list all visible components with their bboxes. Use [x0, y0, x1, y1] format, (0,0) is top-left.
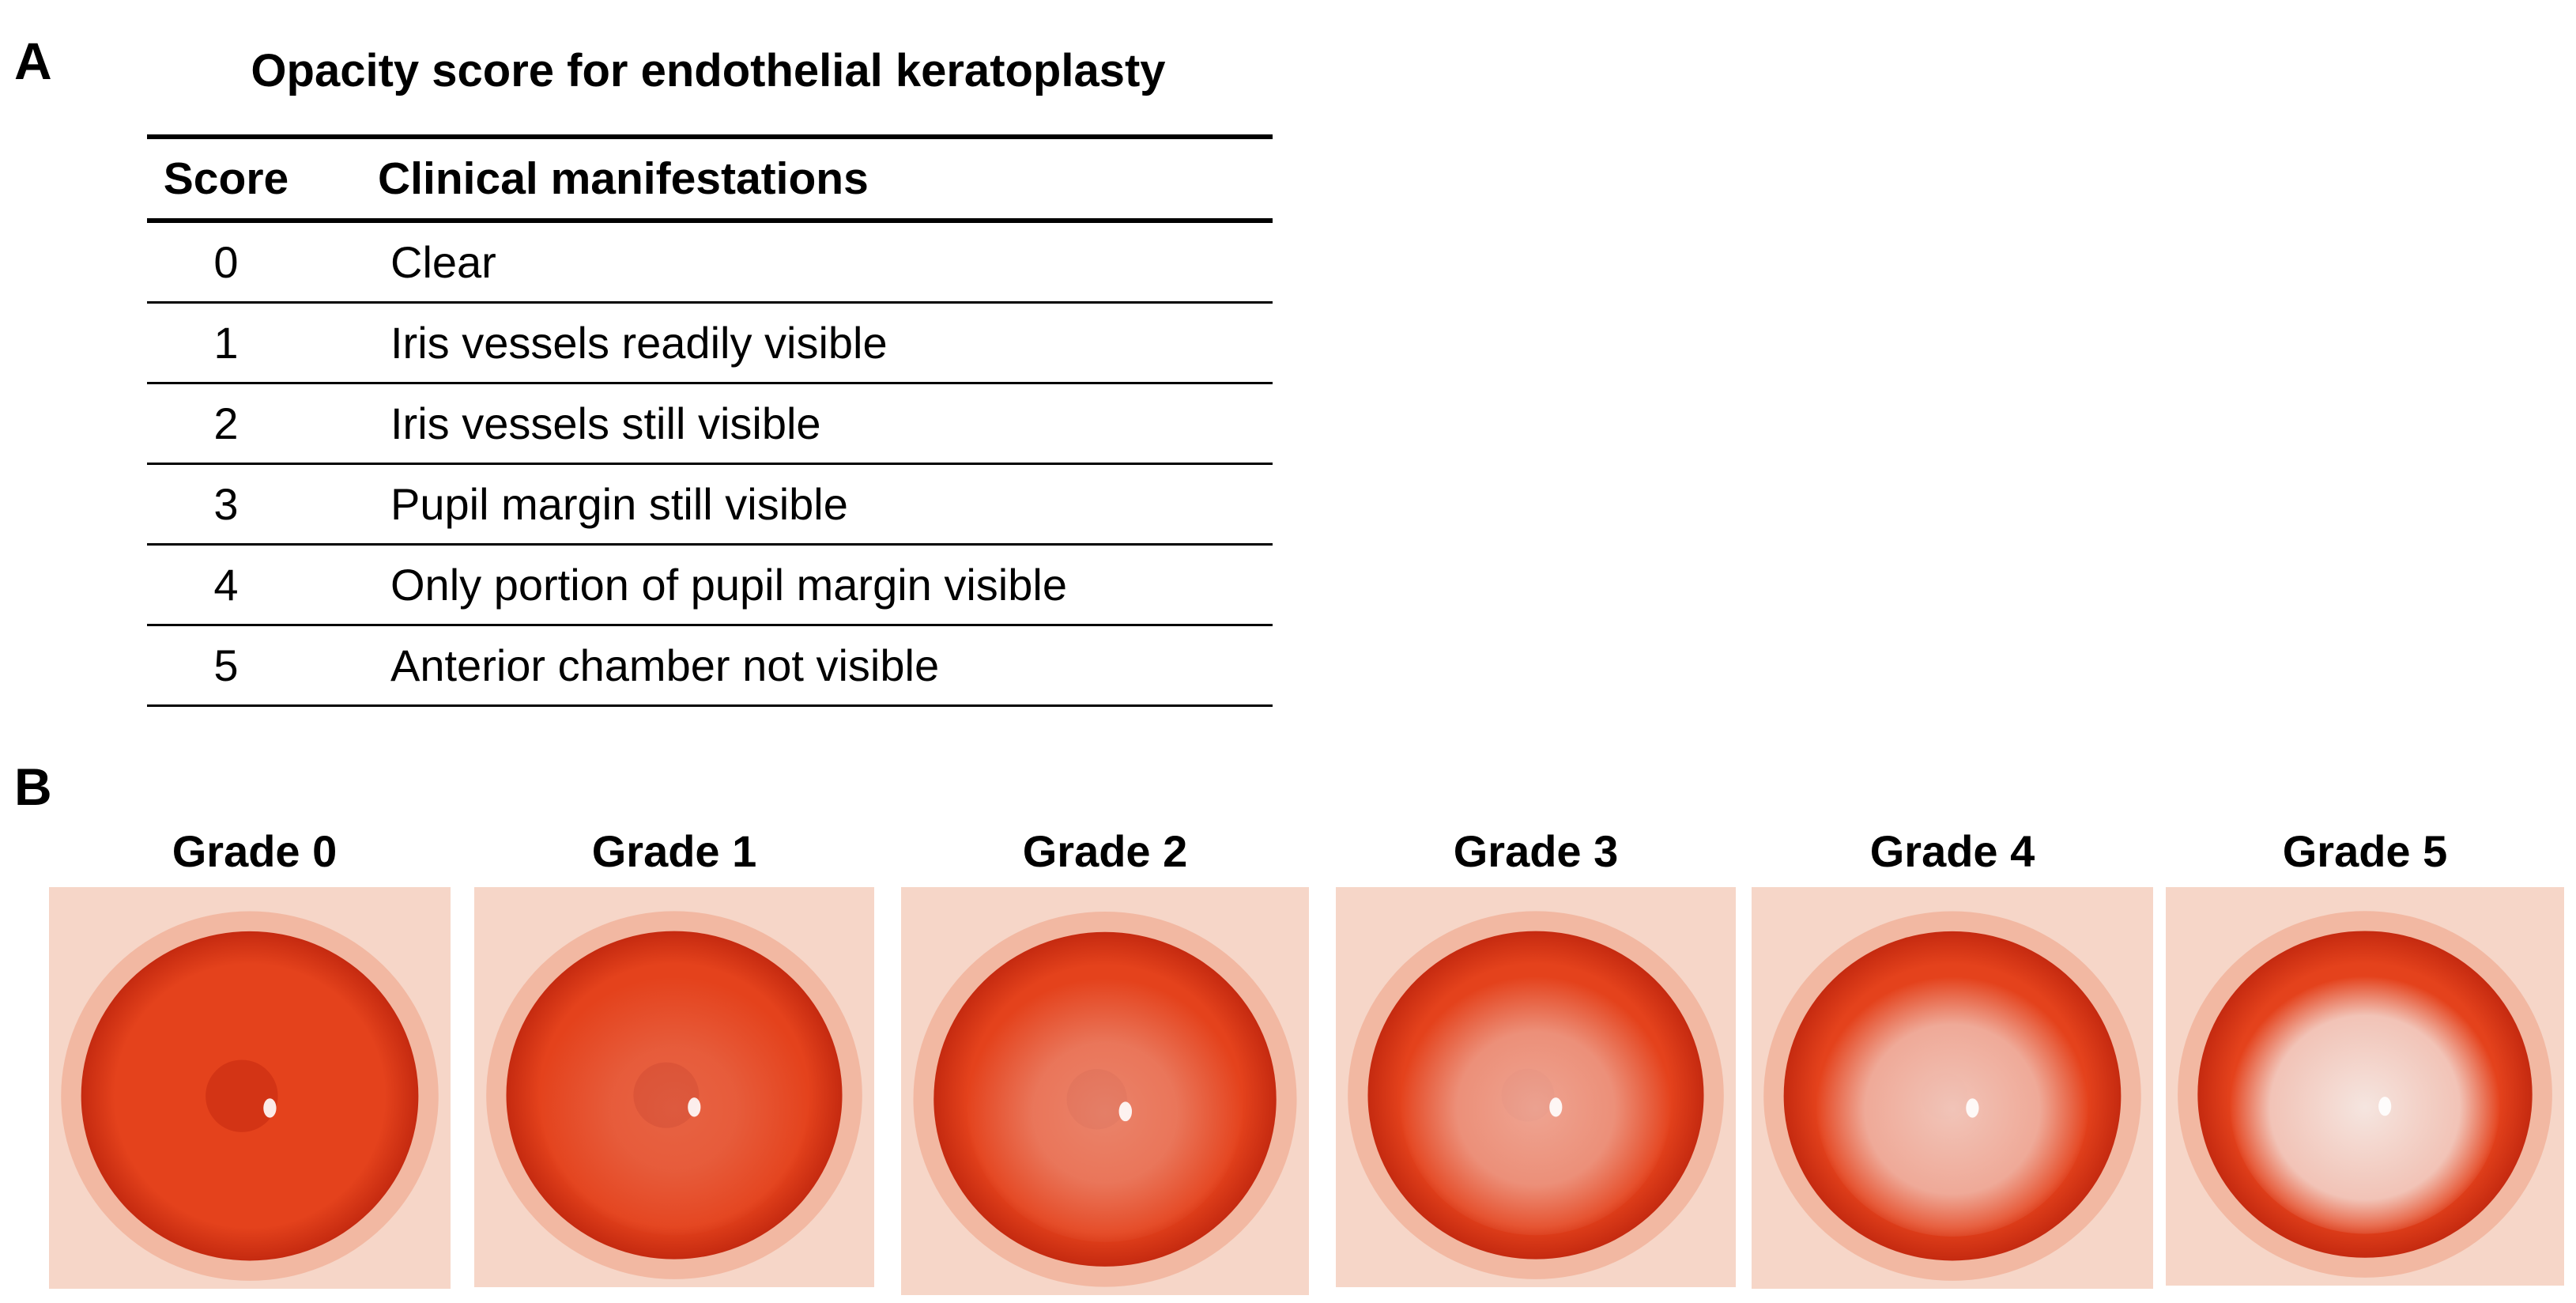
grade-label: Grade 4 [1869, 826, 2035, 876]
cornea-photo-grade-0 [49, 887, 451, 1289]
manifestation-cell: Iris vessels still visible [390, 398, 821, 448]
panel-a-label: A [14, 32, 52, 90]
opacity-score-table: Score Clinical manifestations 0 Clear 1 … [147, 134, 1273, 707]
table-header-rule [147, 218, 1273, 223]
cornea-photo-grade-2 [901, 887, 1309, 1295]
row-divider [147, 382, 1273, 384]
score-cell: 1 [213, 318, 239, 368]
table-row: 3 Pupil margin still visible [147, 465, 1273, 543]
row-divider [147, 543, 1273, 546]
manifestation-cell: Anterior chamber not visible [390, 640, 940, 690]
table-title: Opacity score for endothelial keratoplas… [251, 45, 1166, 96]
row-divider [147, 624, 1273, 626]
grade-label: Grade 5 [2282, 826, 2448, 876]
grade-label: Grade 3 [1453, 826, 1619, 876]
score-cell: 5 [213, 640, 239, 690]
row-divider [147, 301, 1273, 304]
column-header-score: Score [163, 153, 289, 204]
grade-label: Grade 2 [1022, 826, 1188, 876]
manifestation-cell: Pupil margin still visible [390, 479, 848, 529]
column-header-manifestations: Clinical manifestations [378, 153, 869, 204]
grade-label: Grade 0 [172, 826, 338, 876]
cornea-photo-grade-5 [2166, 887, 2564, 1286]
score-cell: 3 [213, 479, 239, 529]
table-row: 1 Iris vessels readily visible [147, 304, 1273, 382]
cornea-photo-grade-4 [1752, 887, 2153, 1289]
manifestation-cell: Clear [390, 237, 496, 287]
table-row: 0 Clear [147, 223, 1273, 301]
table-top-rule [147, 134, 1273, 139]
table-bottom-rule [147, 704, 1273, 707]
cornea-photo-grade-3 [1336, 887, 1736, 1287]
table-row: 5 Anterior chamber not visible [147, 626, 1273, 704]
score-cell: 0 [213, 237, 239, 287]
table-row: 4 Only portion of pupil margin visible [147, 546, 1273, 624]
score-cell: 2 [213, 398, 239, 448]
row-divider [147, 463, 1273, 465]
panel-b-label: B [14, 757, 52, 816]
grade-label: Grade 1 [591, 826, 757, 876]
table-header-row: Score Clinical manifestations [147, 139, 1273, 218]
manifestation-cell: Only portion of pupil margin visible [390, 560, 1067, 610]
table-row: 2 Iris vessels still visible [147, 384, 1273, 463]
cornea-photo-grade-1 [474, 887, 874, 1287]
score-cell: 4 [213, 560, 239, 610]
manifestation-cell: Iris vessels readily visible [390, 318, 888, 368]
